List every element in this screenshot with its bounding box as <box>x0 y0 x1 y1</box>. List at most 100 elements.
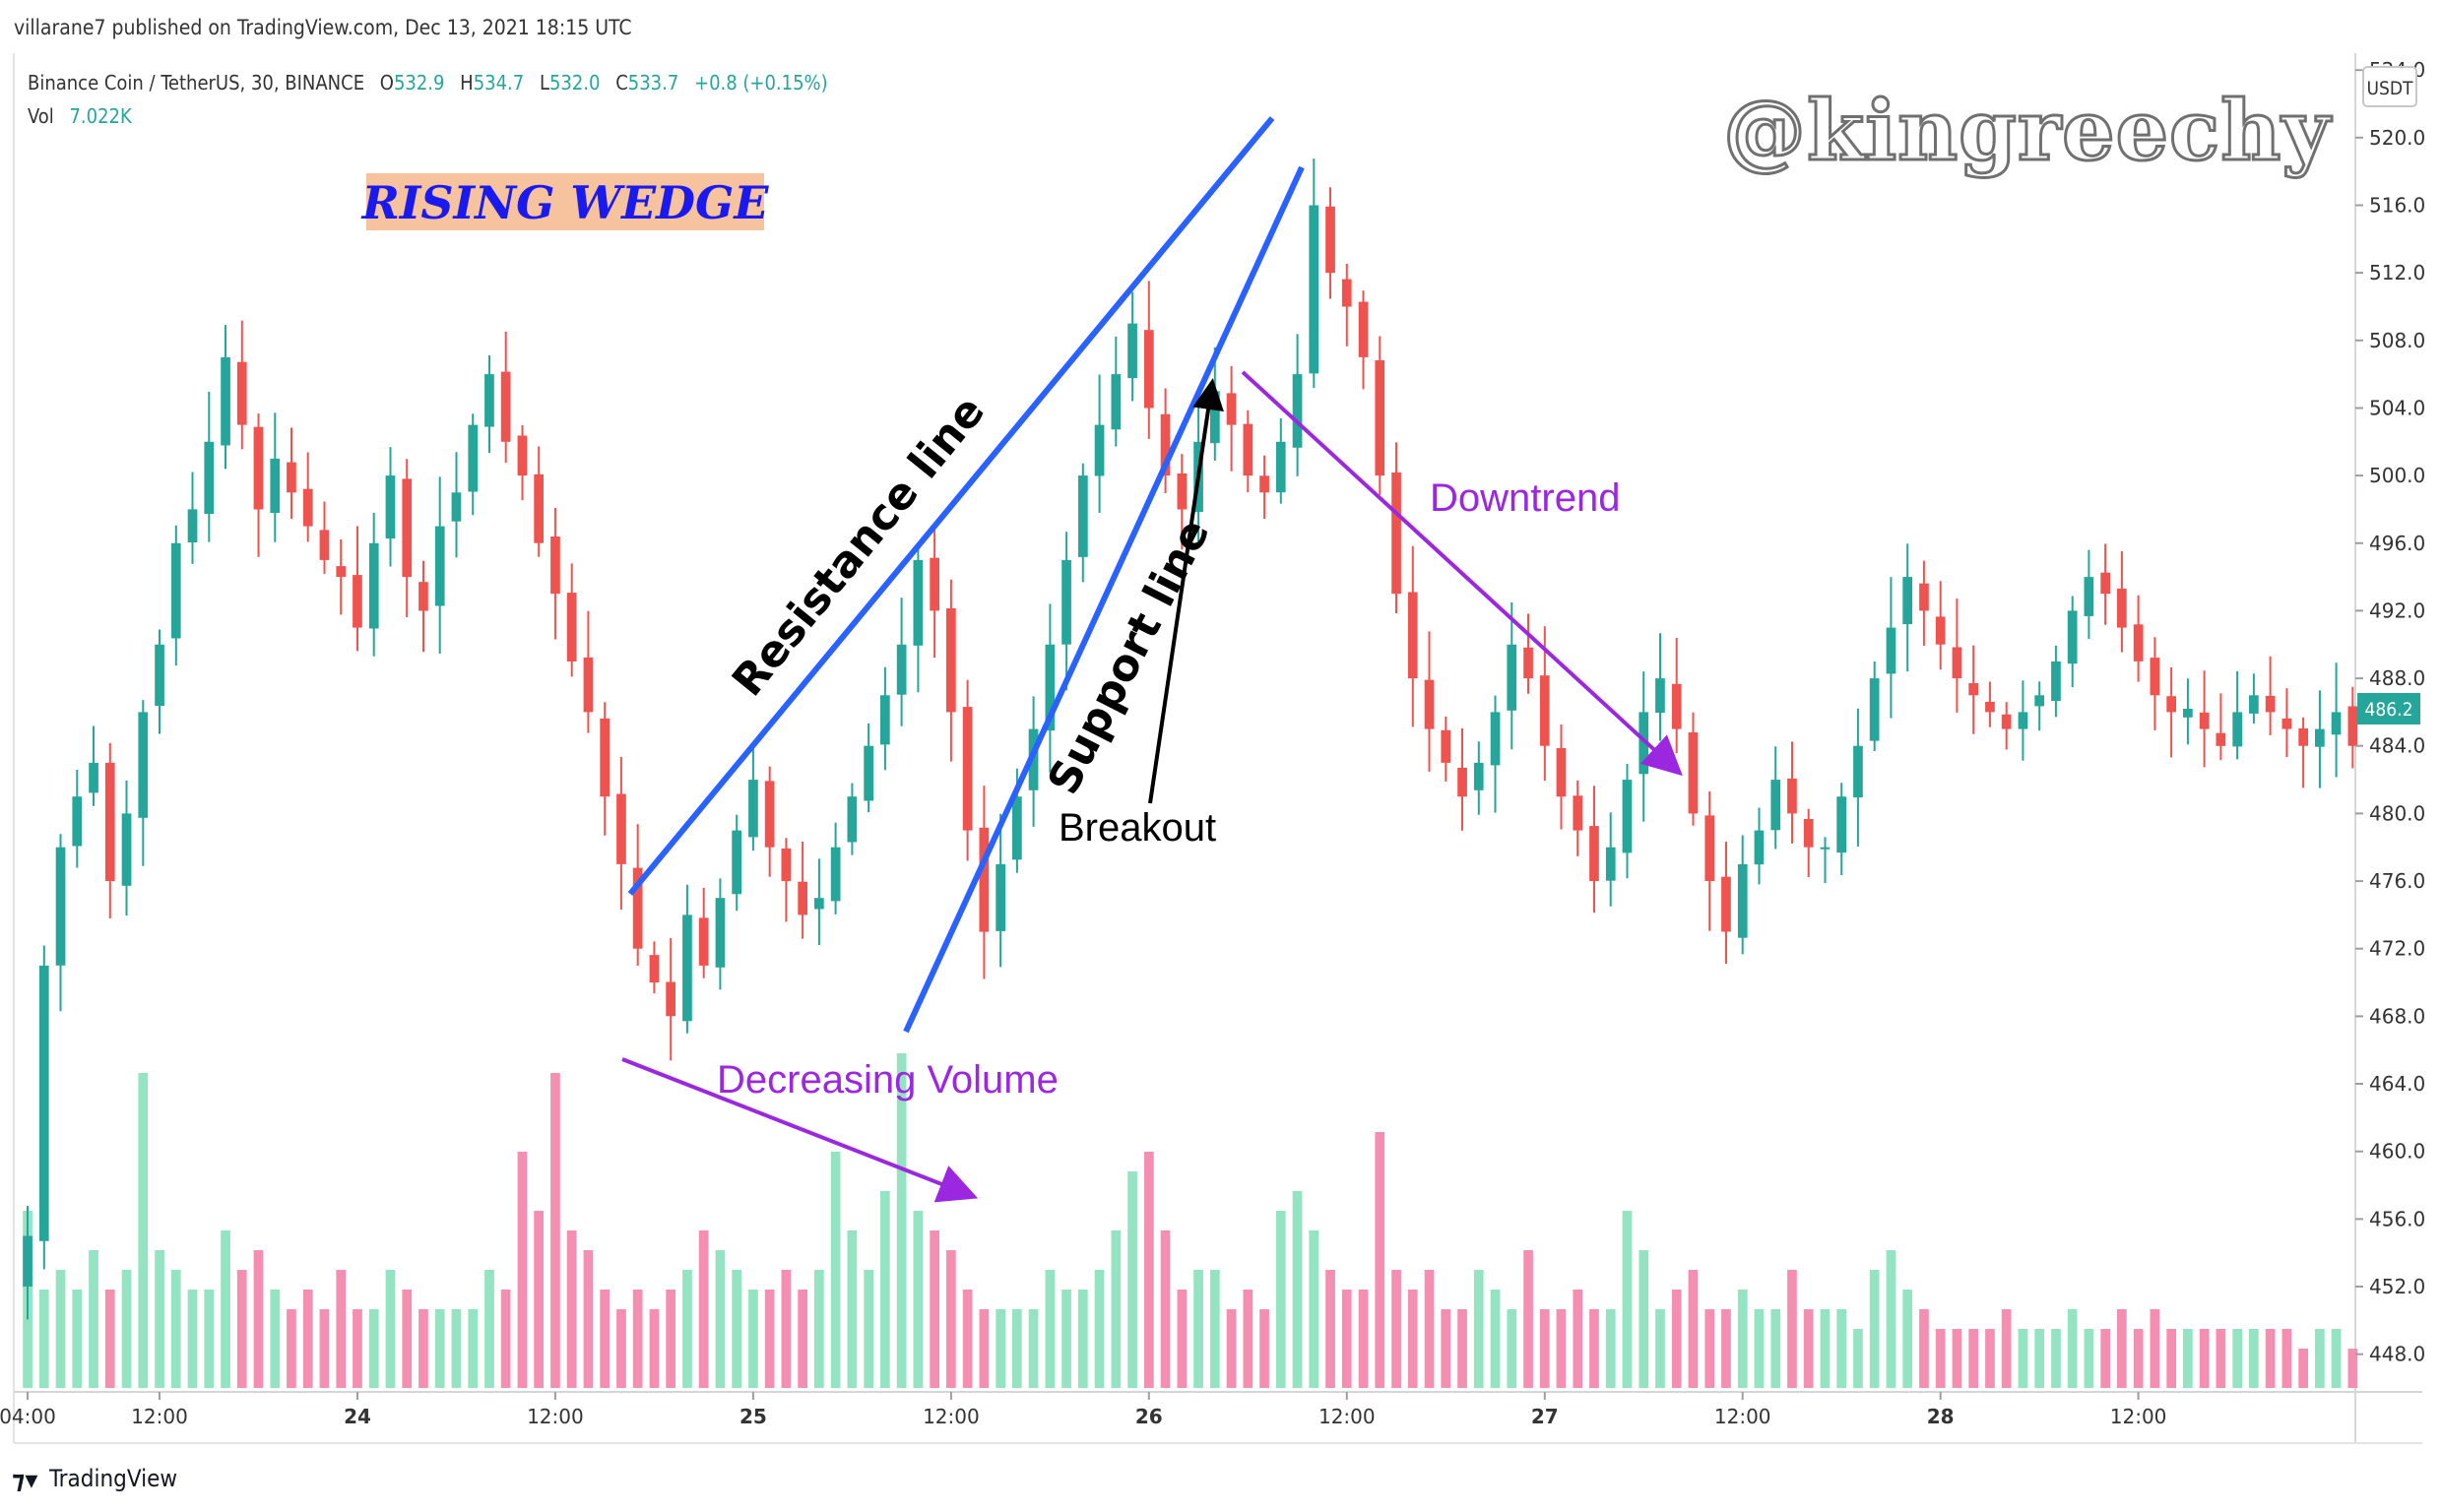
last-price-tag: 486.2 <box>2357 693 2420 724</box>
candle-body <box>1803 819 1814 848</box>
candle-body <box>1259 475 1269 493</box>
price-tick-label: 484.0 <box>2369 734 2425 758</box>
candle <box>204 391 215 542</box>
decreasing-volume-arrow[interactable] <box>621 1057 979 1203</box>
candle <box>2315 690 2325 788</box>
volume-bar <box>2133 1329 2144 1388</box>
volume-bar <box>1375 1132 1385 1388</box>
volume-bar <box>781 1270 792 1388</box>
volume-bar <box>2001 1309 2012 1388</box>
volume-bar <box>864 1270 873 1388</box>
candle <box>484 355 494 454</box>
candle-body <box>1490 712 1501 766</box>
volume-bar <box>1457 1309 1467 1388</box>
volume-bar <box>1721 1309 1731 1388</box>
candle <box>155 629 164 734</box>
currency-badge[interactable]: USDT <box>2362 66 2417 107</box>
candle-body <box>418 582 428 611</box>
candle-body <box>1111 374 1122 430</box>
candle-body <box>221 357 230 446</box>
volume-bar <box>170 1270 181 1388</box>
candle <box>2347 686 2358 769</box>
volume-bar <box>732 1270 741 1388</box>
volume-bar <box>1605 1309 1616 1388</box>
candle-body <box>236 361 247 425</box>
volume-bar <box>913 1211 924 1388</box>
volume-bar <box>1358 1290 1369 1388</box>
open-label: O <box>380 71 394 94</box>
candle-body <box>1243 423 1253 476</box>
volume-bar <box>1407 1290 1418 1388</box>
candle-body <box>1787 778 1797 814</box>
candle <box>798 842 807 939</box>
volume-bar <box>830 1152 841 1388</box>
price-tick-label: 516.0 <box>2369 194 2425 218</box>
candle-body <box>1061 559 1071 645</box>
candle-body <box>896 644 907 695</box>
candle-body <box>155 644 164 706</box>
price-tick-label: 492.0 <box>2369 598 2425 622</box>
candle-body <box>1292 374 1303 448</box>
candle <box>253 413 264 557</box>
volume-bar <box>798 1290 807 1388</box>
time-tick-label: 12:00 <box>2110 1405 2167 1428</box>
candle-body <box>649 955 660 983</box>
volume-bar <box>1341 1290 1352 1388</box>
volume-bar <box>1259 1309 1269 1388</box>
volume-bar <box>2199 1329 2210 1388</box>
volume-bar <box>2166 1329 2176 1388</box>
candle <box>1045 603 1056 773</box>
candle-body <box>2232 712 2242 747</box>
price-tick-label: 476.0 <box>2369 869 2425 893</box>
resistance-trendline[interactable] <box>627 116 1275 896</box>
candle <box>170 525 181 666</box>
candle-body <box>913 559 924 646</box>
price-tick-label: 460.0 <box>2369 1140 2425 1164</box>
candle <box>1655 633 1665 741</box>
candle-body <box>566 593 577 662</box>
candle-body <box>385 475 396 539</box>
candle-body <box>1902 577 1912 625</box>
candle-body <box>484 374 494 427</box>
downtrend-arrow[interactable] <box>1241 370 1683 777</box>
candle-body <box>764 781 775 848</box>
candle <box>2281 688 2292 758</box>
candle-body <box>23 1235 32 1287</box>
candle-body <box>451 492 462 522</box>
candle-body <box>1078 475 1088 557</box>
support-trendline[interactable] <box>903 165 1305 1034</box>
candle <box>1341 264 1352 346</box>
candle-body <box>682 914 692 1022</box>
tradingview-logo[interactable]: ⁊▾ TradingView <box>12 1465 177 1495</box>
price-tick-label: 472.0 <box>2369 937 2425 961</box>
price-tick-label: 448.0 <box>2369 1343 2425 1366</box>
candle <box>830 822 841 914</box>
volume-bar <box>1754 1309 1765 1388</box>
volume-bar <box>353 1309 362 1388</box>
volume-bar <box>1655 1309 1665 1388</box>
time-axis[interactable]: 04:00 12:00 24 12:00 25 12:00 26 12:00 27 12:00 28… <box>0 1392 2166 1428</box>
price-tick-label: 504.0 <box>2369 397 2425 420</box>
candle <box>962 679 973 861</box>
volume-bar <box>319 1309 330 1388</box>
volume-bar <box>1292 1191 1303 1388</box>
breakout-arrow[interactable] <box>1148 378 1224 804</box>
watermark: @kingreechy <box>1723 82 2332 179</box>
candle <box>649 941 660 994</box>
title-background <box>366 173 764 230</box>
candle-body <box>732 830 741 895</box>
volume-bar <box>600 1290 610 1388</box>
candle <box>1671 637 1682 754</box>
price-tick-label: 452.0 <box>2369 1275 2425 1298</box>
candle-body <box>1869 678 1880 741</box>
candle-body <box>1309 205 1319 374</box>
candle <box>1094 374 1105 513</box>
volume-bar <box>89 1250 98 1388</box>
candle <box>1704 790 1715 931</box>
candle <box>55 834 66 1012</box>
candle <box>468 413 479 516</box>
volume-bar <box>2315 1329 2325 1388</box>
volume-bar <box>500 1290 511 1388</box>
volume-bar <box>1127 1171 1137 1388</box>
